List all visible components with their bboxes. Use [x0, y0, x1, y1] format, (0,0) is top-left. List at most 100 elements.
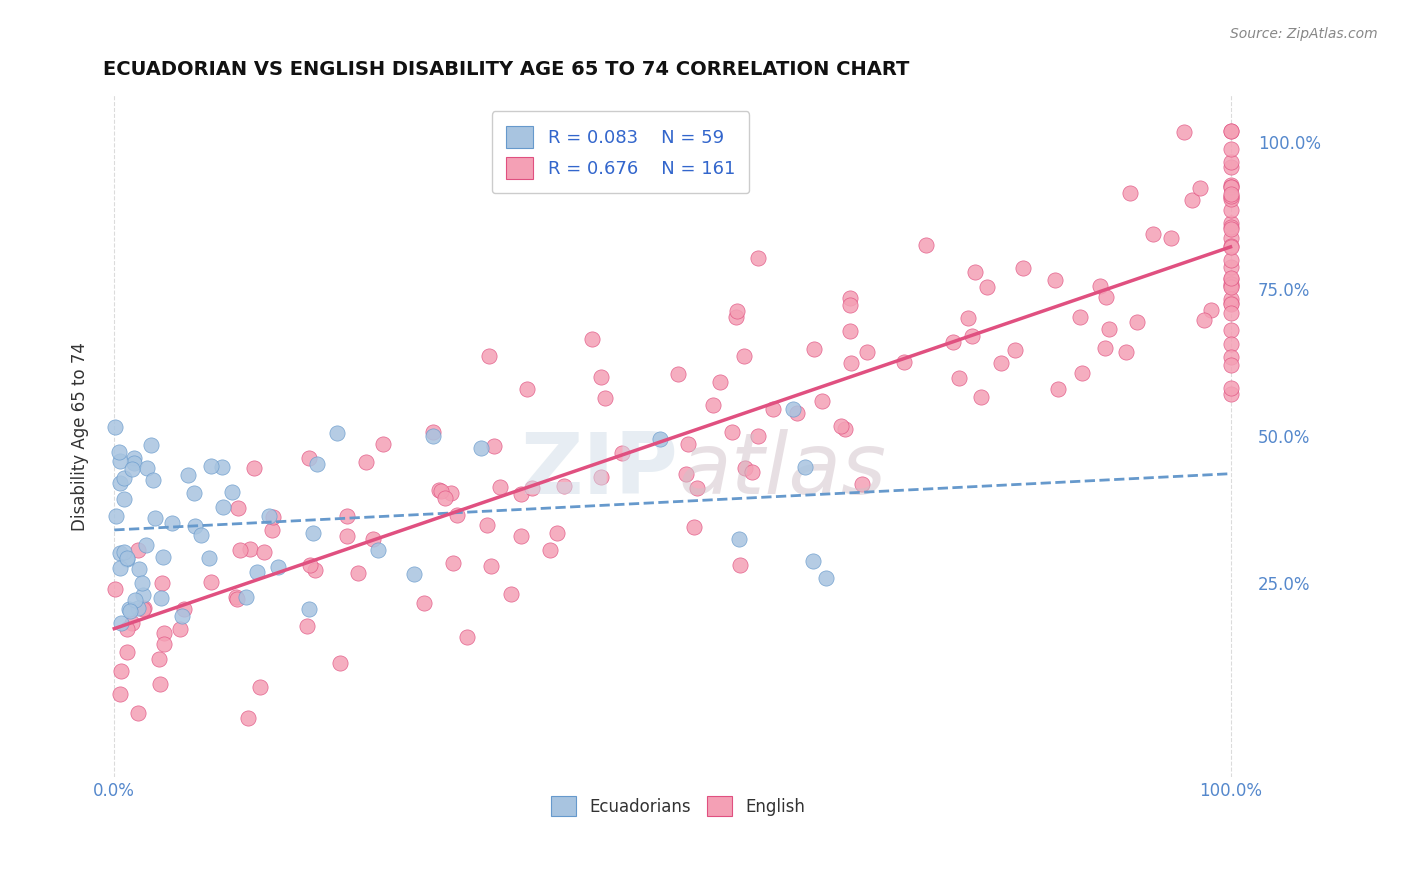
Point	[363, 532, 385, 546]
Point	[226, 592, 249, 607]
Point	[356, 455, 378, 469]
Point	[488, 480, 510, 494]
Point	[1219, 187, 1241, 202]
Point	[427, 483, 450, 497]
Point	[1173, 125, 1195, 139]
Point	[839, 298, 862, 312]
Point	[1004, 343, 1026, 357]
Point	[1219, 238, 1241, 252]
Point	[114, 471, 136, 485]
Point	[153, 637, 176, 651]
Point	[581, 333, 603, 347]
Point	[678, 437, 700, 451]
Point	[226, 500, 249, 515]
Point	[683, 520, 706, 534]
Point	[110, 664, 132, 678]
Point	[212, 500, 235, 515]
Point	[976, 280, 998, 294]
Point	[142, 473, 165, 487]
Point	[441, 556, 464, 570]
Point	[1219, 252, 1241, 267]
Point	[422, 429, 444, 443]
Point	[747, 252, 769, 266]
Legend: Ecuadorians, English: Ecuadorians, English	[544, 789, 813, 823]
Point	[110, 615, 132, 630]
Point	[1219, 216, 1241, 230]
Point	[1088, 278, 1111, 293]
Point	[198, 550, 221, 565]
Point	[257, 508, 280, 523]
Point	[298, 450, 321, 465]
Point	[307, 458, 329, 472]
Point	[1097, 322, 1119, 336]
Point	[1142, 227, 1164, 241]
Point	[115, 551, 138, 566]
Point	[110, 454, 132, 468]
Point	[1219, 222, 1241, 236]
Point	[1219, 306, 1241, 320]
Point	[1043, 273, 1066, 287]
Point	[121, 615, 143, 630]
Point	[1219, 231, 1241, 245]
Point	[183, 486, 205, 500]
Point	[510, 529, 533, 543]
Point	[1219, 180, 1241, 194]
Point	[479, 558, 502, 573]
Point	[893, 355, 915, 369]
Point	[516, 382, 538, 396]
Point	[1219, 381, 1241, 395]
Point	[221, 484, 243, 499]
Point	[260, 523, 283, 537]
Point	[105, 508, 128, 523]
Point	[1219, 270, 1241, 285]
Point	[963, 265, 986, 279]
Point	[1219, 178, 1241, 192]
Point	[262, 509, 284, 524]
Point	[299, 558, 322, 573]
Point	[733, 349, 755, 363]
Point	[127, 601, 149, 615]
Point	[1095, 290, 1118, 304]
Point	[134, 601, 156, 615]
Point	[145, 511, 167, 525]
Point	[110, 687, 132, 701]
Point	[298, 602, 321, 616]
Point	[346, 566, 368, 580]
Point	[1219, 336, 1241, 351]
Point	[1219, 192, 1241, 206]
Point	[650, 432, 672, 446]
Point	[115, 645, 138, 659]
Point	[686, 481, 709, 495]
Point	[115, 550, 138, 565]
Point	[335, 509, 357, 524]
Point	[1047, 382, 1070, 396]
Point	[794, 460, 817, 475]
Point	[249, 680, 271, 694]
Point	[329, 657, 352, 671]
Point	[169, 622, 191, 636]
Point	[200, 458, 222, 473]
Point	[1219, 292, 1241, 306]
Point	[430, 483, 453, 498]
Point	[728, 558, 751, 572]
Point	[225, 590, 247, 604]
Point	[1219, 124, 1241, 138]
Point	[721, 425, 744, 439]
Point	[838, 325, 860, 339]
Point	[1219, 240, 1241, 254]
Point	[229, 542, 252, 557]
Point	[1219, 272, 1241, 286]
Point	[811, 394, 834, 409]
Point	[1219, 142, 1241, 156]
Point	[741, 465, 763, 479]
Point	[302, 526, 325, 541]
Point	[815, 571, 838, 585]
Point	[1219, 297, 1241, 311]
Point	[135, 538, 157, 552]
Point	[243, 461, 266, 475]
Point	[1219, 154, 1241, 169]
Point	[128, 562, 150, 576]
Point	[160, 516, 183, 530]
Point	[456, 630, 478, 644]
Point	[110, 475, 132, 490]
